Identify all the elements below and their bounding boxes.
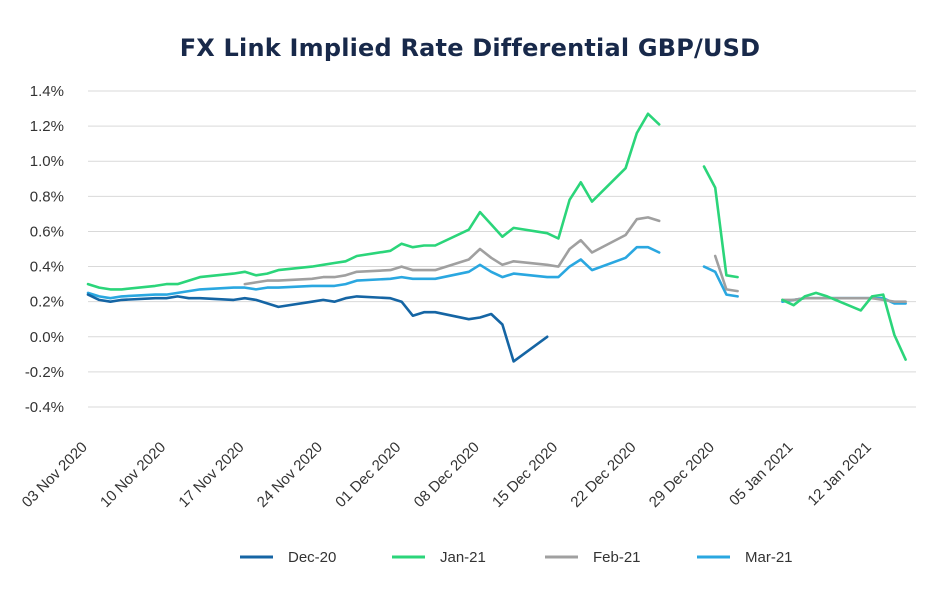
series-line-mar-21 [86, 245, 661, 300]
x-tick-label: 01 Dec 2020 [332, 439, 404, 511]
legend-label-mar-21: Mar-21 [745, 549, 793, 566]
legend: Dec-20 Jan-21 Feb-21 Mar-21 [240, 549, 793, 566]
legend-label-dec-20: Dec-20 [288, 549, 336, 566]
legend-label-feb-21: Feb-21 [593, 549, 641, 566]
x-axis-ticks: 03 Nov 2020 10 Nov 2020 17 Nov 2020 24 Nov … [19, 439, 875, 511]
x-tick-label: 10 Nov 2020 [97, 439, 169, 511]
y-tick-label: 1.0% [30, 153, 64, 170]
x-tick-label: 17 Nov 2020 [175, 439, 247, 511]
y-tick-label: 1.2% [30, 118, 64, 135]
y-tick-label: 0.8% [30, 188, 64, 205]
series-line-dec-20 [86, 293, 549, 363]
series-line-mar-21 [702, 265, 739, 298]
y-axis-ticks: 1.4% 1.2% 1.0% 0.8% 0.6% 0.4% 0.2% 0.0% -0.2% -0.… [25, 83, 64, 416]
grid-layer [88, 90, 916, 408]
legend-label-jan-21: Jan-21 [440, 549, 486, 566]
y-tick-label: -0.4% [25, 399, 64, 416]
series-line-jan-21 [781, 291, 907, 361]
series-line-jan-21 [86, 112, 661, 291]
series-line-feb-21 [713, 254, 739, 293]
x-tick-label: 29 Dec 2020 [646, 439, 718, 511]
x-tick-label: 08 Dec 2020 [411, 439, 483, 511]
y-tick-label: 1.4% [30, 83, 64, 100]
x-tick-label: 15 Dec 2020 [489, 439, 561, 511]
x-tick-label: 22 Dec 2020 [567, 439, 639, 511]
chart-title: FX Link Implied Rate Differential GBP/US… [179, 34, 761, 62]
x-tick-label: 03 Nov 2020 [19, 439, 91, 511]
y-tick-label: 0.2% [30, 294, 64, 311]
series-layer [86, 112, 907, 363]
y-tick-label: 0.6% [30, 223, 64, 240]
series-line-jan-21 [702, 165, 739, 279]
x-tick-label: 24 Nov 2020 [254, 439, 326, 511]
x-tick-label: 05 Jan 2021 [726, 439, 796, 509]
series-line-feb-21 [781, 296, 907, 304]
y-tick-label: 0.4% [30, 259, 64, 276]
series-line-feb-21 [243, 216, 661, 286]
y-tick-label: -0.2% [25, 364, 64, 381]
y-tick-label: 0.0% [30, 329, 64, 346]
x-tick-label: 12 Jan 2021 [804, 439, 874, 509]
